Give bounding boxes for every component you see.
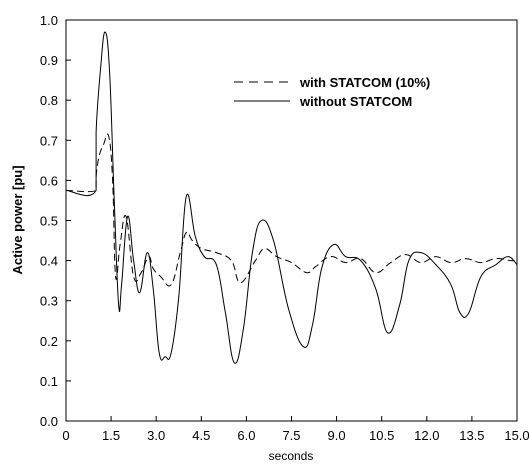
- y-tick-label: 0.8: [40, 93, 58, 108]
- x-axis-title: seconds: [269, 449, 314, 463]
- x-tick-label: 6.0: [237, 428, 255, 443]
- y-tick-label: 0.0: [40, 414, 58, 429]
- plot-frame: [65, 19, 518, 422]
- x-tick-label: 3.0: [147, 428, 165, 443]
- legend-label-without-statcom: without STATCOM: [299, 94, 412, 109]
- y-tick-label: 0.5: [40, 214, 58, 229]
- y-tick-label: 0.2: [40, 334, 58, 349]
- axis-ticks: 0 1.5 3.0 4.5 6.0 7.5 9.0 10.5 12.0 13.5 15.0 0.0 0.…: [40, 13, 529, 443]
- y-tick-label: 1.0: [40, 13, 58, 28]
- x-tick-label: 0: [62, 428, 69, 443]
- x-tick-label: 4.5: [192, 428, 210, 443]
- legend-label-with-statcom: with STATCOM (10%): [299, 75, 430, 90]
- legend: with STATCOM (10%) without STATCOM: [234, 75, 430, 109]
- x-tick-label: 10.5: [369, 428, 394, 443]
- series-layer: [65, 31, 518, 364]
- y-tick-label: 0.7: [40, 133, 58, 148]
- x-tick-label: 9.0: [328, 428, 346, 443]
- x-tick-label: 12.0: [414, 428, 439, 443]
- series-line-with-statcom: [65, 133, 518, 287]
- x-tick-label: 15.0: [504, 428, 529, 443]
- x-tick-label: 13.5: [459, 428, 484, 443]
- y-axis-title: Active power [pu]: [10, 165, 25, 274]
- x-tick-label: 1.5: [102, 428, 120, 443]
- y-tick-label: 0.6: [40, 173, 58, 188]
- y-tick-label: 0.4: [40, 254, 58, 269]
- x-tick-label: 7.5: [282, 428, 300, 443]
- y-tick-label: 0.3: [40, 294, 58, 309]
- y-tick-label: 0.1: [40, 374, 58, 389]
- series-line-without-statcom: [65, 31, 518, 364]
- y-tick-label: 0.9: [40, 53, 58, 68]
